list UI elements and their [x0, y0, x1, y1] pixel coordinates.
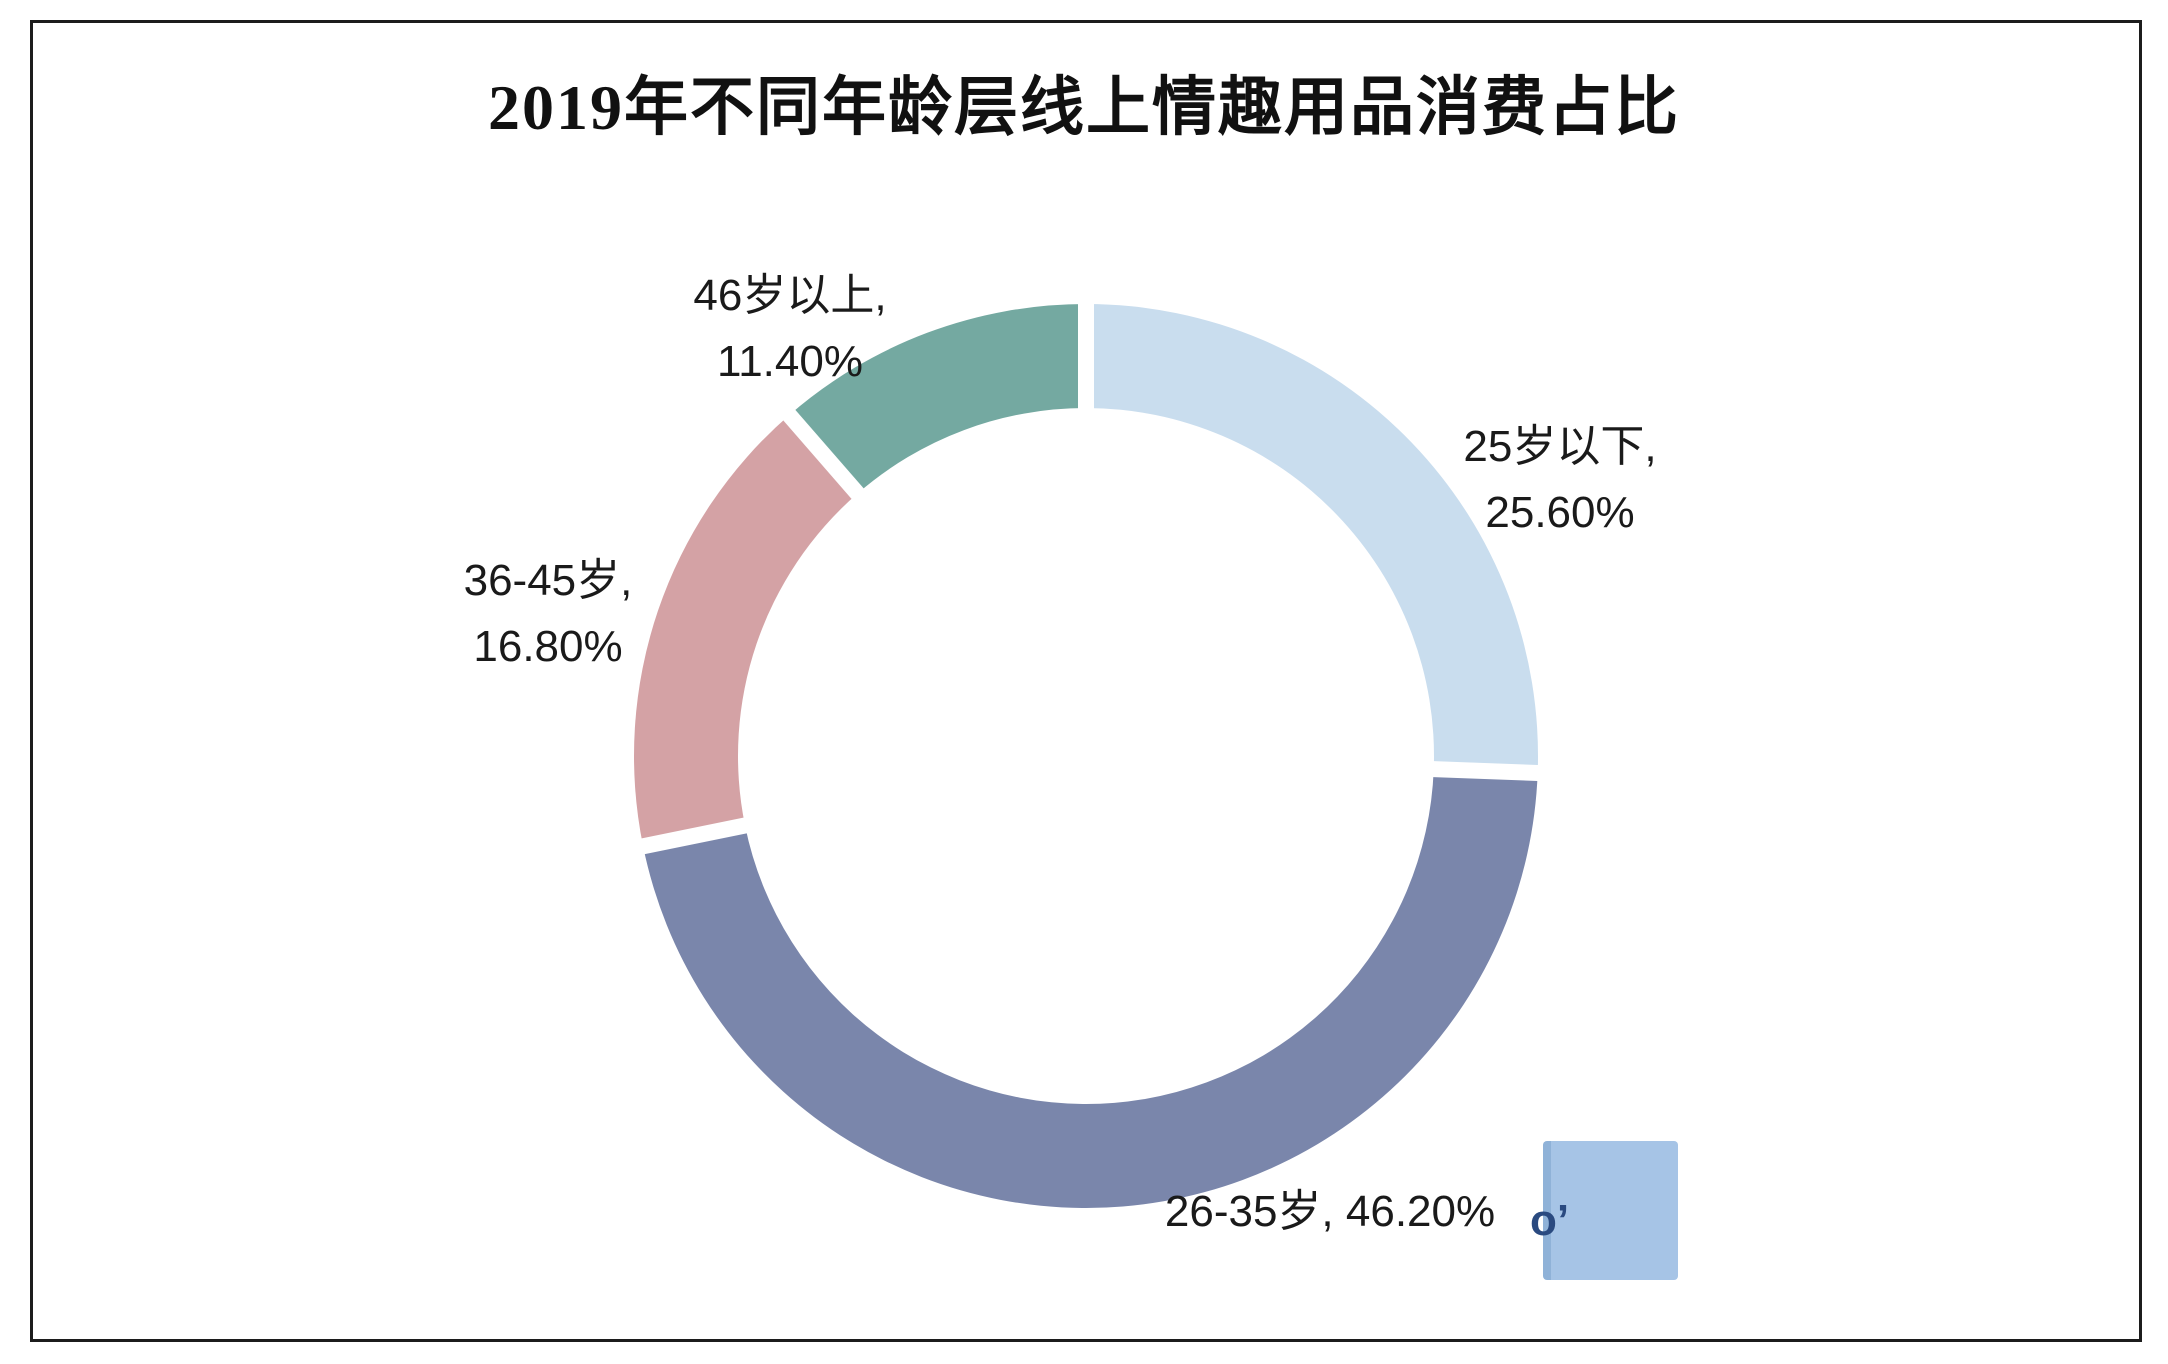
slice-separator — [1423, 760, 1548, 782]
slice-label-under-25-line1: 25岁以下, — [1463, 422, 1657, 471]
slice-label-under-25-line2: 25.60% — [1485, 488, 1635, 537]
slice-label-26-35-line: 26-35岁, 46.20% — [1164, 1187, 1496, 1236]
slice-label-36-45-line2: 16.80% — [473, 622, 623, 671]
slice-label-26-35: 26-35岁, 46.20% — [1165, 1184, 1495, 1240]
watermark-artifact-text: o’ — [1530, 1196, 1570, 1245]
slice-label-36-45: 36-45岁, 16.80% — [464, 548, 633, 680]
donut-slice-36-45 — [634, 415, 858, 847]
donut-slice-26-35 — [643, 769, 1538, 1208]
slice-label-under-25: 25岁以下, 25.60% — [1463, 414, 1656, 546]
slice-label-over-46: 46岁以上, 11.40% — [693, 263, 886, 395]
slice-separator — [631, 815, 757, 857]
chart-title: 2019年不同年龄层线上情趣用品消费占比 — [488, 72, 1680, 143]
donut-slice-under-25 — [1086, 304, 1539, 774]
watermark-patch — [1543, 1141, 1678, 1280]
slice-label-over-46-line1: 46岁以上, — [693, 271, 887, 320]
slice-separator — [776, 402, 871, 507]
slice-label-36-45-line1: 36-45岁, — [463, 556, 633, 605]
slice-label-over-46-line2: 11.40% — [717, 337, 863, 386]
donut-slice-over-46 — [789, 304, 1086, 494]
